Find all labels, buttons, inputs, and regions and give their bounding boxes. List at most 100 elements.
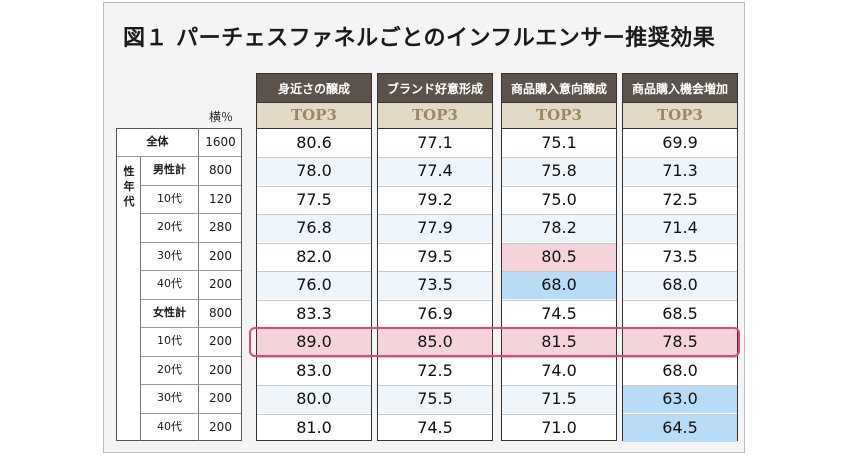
data-cell: 80.5 [502,242,616,271]
grid-line [141,327,241,329]
data-cell: 78.2 [502,214,616,243]
data-cell: 76.0 [257,271,371,300]
row-separator [502,385,616,387]
grid-line [141,298,241,300]
row-separator [378,242,492,244]
row-label: 10代 [157,334,182,348]
row-separator [378,185,492,187]
row-separator [502,185,616,187]
group-label-char: 年 [123,180,135,193]
data-cell: 71.4 [623,214,737,243]
data-cell: 75.5 [378,385,492,414]
row-separator [378,356,492,358]
grid-line [141,384,241,386]
group-label-char: 代 [123,195,135,208]
data-cell: 72.5 [417,360,453,380]
row-separator [502,356,616,358]
data-cell: 74.0 [541,360,577,380]
row-separator [378,157,492,159]
data-cell: 71.3 [623,157,737,186]
column-header: ブランド好意形成 [377,73,493,103]
data-cell: 77.4 [378,157,492,186]
row-label-panel [116,128,242,441]
data-cell: 73.5 [662,246,698,266]
data-cell: 89.0 [257,328,371,357]
data-cell: 75.0 [541,189,577,209]
row-separator [257,413,371,415]
grid-line [141,270,241,272]
grid-line [141,355,241,357]
column-subheader: TOP3 [256,103,372,128]
data-cell: 76.9 [417,303,453,323]
figure-title: 図１ パーチェスファネルごとのインフルエンサー推奨効果 [123,26,716,51]
column-body: 77.1 77.4 79.2 77.9 79.5 73.5 76.9 85.0 72.5 75.5… [377,128,493,441]
grid-line [141,241,241,243]
row-separator [623,413,737,415]
highlight-row-outline [249,327,740,357]
row-label: 10代 [157,191,182,205]
data-cell: 75.1 [541,133,577,152]
data-cell: 77.9 [378,214,492,243]
row-sample-size: 200 [209,419,232,434]
data-cell: 83.0 [296,360,332,380]
row-separator [257,157,371,159]
row-sample-size: 800 [209,163,232,178]
column-body: 69.9 71.3 72.5 71.4 73.5 68.0 68.5 78.5 68.0 63.0… [622,128,738,442]
row-separator [378,299,492,301]
row-separator [623,299,737,301]
row-separator [502,157,616,159]
data-cell: 77.1 [417,133,453,152]
group-label-char: 性 [123,165,135,178]
row-sample-size: 800 [209,305,232,320]
row-separator [257,185,371,187]
row-separator [257,385,371,387]
row-sample-size: 200 [209,248,232,263]
row-sample-size: 120 [209,191,232,206]
row-separator [623,385,737,387]
data-cell: 81.0 [296,417,332,437]
row-label: 30代 [157,391,182,405]
row-separator [502,214,616,216]
row-separator [623,242,737,244]
grid-line [141,213,241,215]
data-cell: 78.0 [257,157,371,186]
column-body: 80.6 78.0 77.5 76.8 82.0 76.0 83.3 89.0 83.0 80.0… [256,128,372,441]
data-cell: 85.0 [378,328,492,357]
data-cell: 68.5 [662,303,698,323]
data-cell: 78.5 [623,328,737,357]
grid-line [117,156,241,158]
row-separator [257,299,371,301]
data-cell: 74.5 [541,303,577,323]
data-cell: 73.5 [378,271,492,300]
data-cell: 68.0 [662,360,698,380]
data-cell: 74.5 [417,417,453,437]
row-sample-size: 200 [209,391,232,406]
data-cell: 68.0 [502,271,616,300]
row-label: 男性計 [153,163,186,177]
row-separator [257,271,371,273]
row-label: 20代 [157,362,182,376]
row-separator [378,214,492,216]
row-label: 女性計 [153,305,186,319]
row-sample-size: 200 [209,362,232,377]
row-separator [378,385,492,387]
group-label: 性年代 [118,164,140,209]
row-label: 40代 [157,277,182,291]
column-header: 商品購入機会増加 [622,73,738,103]
row-label: 全体 [146,135,169,148]
data-cell: 64.5 [623,413,737,442]
data-cell: 68.0 [623,271,737,300]
row-separator [623,214,737,216]
data-cell: 77.5 [296,189,332,209]
data-cell: 75.8 [502,157,616,186]
row-separator [502,242,616,244]
row-separator [623,157,737,159]
row-separator [623,271,737,273]
data-cell: 80.0 [257,385,371,414]
unit-label: 横％ [208,110,233,124]
row-separator [502,271,616,273]
row-separator [502,299,616,301]
data-cell: 83.3 [296,303,332,323]
column-body: 75.1 75.8 75.0 78.2 80.5 68.0 74.5 81.5 74.0 71.5… [501,128,617,441]
row-sample-size: 200 [209,277,232,292]
